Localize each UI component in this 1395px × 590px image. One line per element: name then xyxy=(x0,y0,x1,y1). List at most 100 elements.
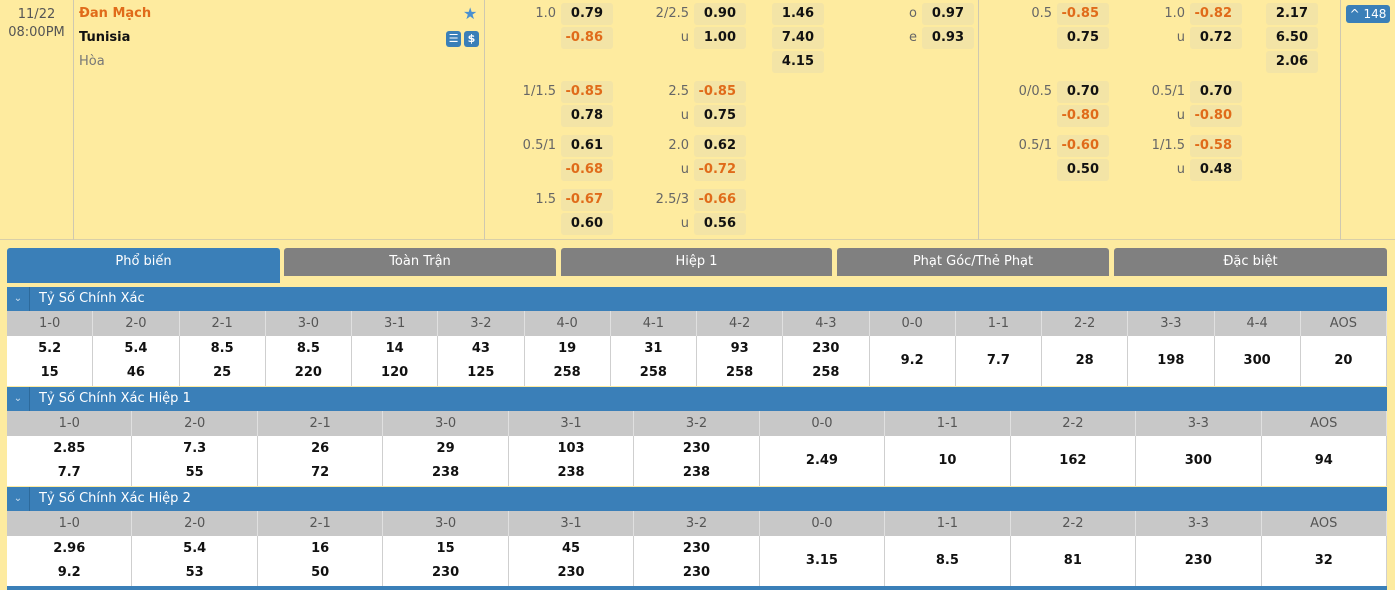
score-odds-value[interactable]: 25 xyxy=(213,365,232,380)
score-odds-value[interactable]: 93 xyxy=(730,341,749,356)
tab-1[interactable]: Toàn Trận xyxy=(284,248,556,276)
odds-value-button[interactable]: 0.60 xyxy=(561,213,613,235)
score-odds-value[interactable]: 230 xyxy=(682,565,711,580)
odds-value-button[interactable]: 0.93 xyxy=(922,27,974,49)
score-odds-value[interactable]: 300 xyxy=(1243,353,1271,368)
dollar-icon[interactable]: $ xyxy=(464,31,479,47)
score-odds-value[interactable]: 258 xyxy=(639,365,667,380)
more-markets-button[interactable]: ^ 148 xyxy=(1346,5,1390,23)
score-odds-value[interactable]: 103 xyxy=(557,441,585,456)
score-odds-value[interactable]: 230 xyxy=(557,565,585,580)
tab-4[interactable]: Đặc biệt xyxy=(1114,248,1387,276)
odds-value-button[interactable]: 0.50 xyxy=(1057,159,1109,181)
odds-value-button[interactable]: 0.97 xyxy=(922,3,974,25)
odds-value-button[interactable]: 0.70 xyxy=(1190,81,1242,103)
score-odds-value[interactable]: 230 xyxy=(432,565,460,580)
odds-value-button[interactable]: 0.72 xyxy=(1190,27,1242,49)
score-odds-value[interactable]: 53 xyxy=(185,565,204,580)
score-odds-value[interactable]: 14 xyxy=(385,341,404,356)
score-odds-value[interactable]: 20 xyxy=(1334,353,1353,368)
score-odds-value[interactable]: 7.7 xyxy=(57,465,81,480)
score-odds-value[interactable]: 9.2 xyxy=(57,565,81,580)
odds-value-button[interactable]: 2.06 xyxy=(1266,51,1318,73)
odds-value-button[interactable]: -0.85 xyxy=(561,81,613,103)
score-odds-value[interactable]: 8.5 xyxy=(210,341,234,356)
odds-value-button[interactable]: 0.62 xyxy=(694,135,746,157)
odds-value-button[interactable]: 0.56 xyxy=(694,213,746,235)
chevron-down-icon[interactable]: ⌄ xyxy=(7,387,30,411)
score-odds-value[interactable]: 120 xyxy=(381,365,409,380)
odds-value-button[interactable]: 1.46 xyxy=(772,3,824,25)
tab-3[interactable]: Phạt Góc/Thẻ Phạt xyxy=(837,248,1109,276)
score-odds-value[interactable]: 300 xyxy=(1184,453,1212,468)
score-odds-value[interactable]: 3.15 xyxy=(805,553,838,568)
score-odds-value[interactable]: 2.49 xyxy=(805,453,838,468)
away-team[interactable]: Tunisia xyxy=(79,30,131,45)
chevron-down-icon[interactable]: ⌄ xyxy=(7,287,30,311)
tab-2[interactable]: Hiệp 1 xyxy=(561,248,832,276)
score-odds-value[interactable]: 2.96 xyxy=(53,541,86,556)
score-odds-value[interactable]: 230 xyxy=(682,541,711,556)
score-odds-value[interactable]: 32 xyxy=(1314,553,1333,568)
score-odds-value[interactable]: 72 xyxy=(311,465,330,480)
odds-value-button[interactable]: -0.66 xyxy=(694,189,746,211)
odds-value-button[interactable]: -0.80 xyxy=(1190,105,1242,127)
odds-value-button[interactable]: 0.90 xyxy=(694,3,746,25)
odds-value-button[interactable]: 2.17 xyxy=(1266,3,1318,25)
star-icon[interactable]: ★ xyxy=(463,4,478,23)
section-header[interactable]: ⌄ Tỷ Số Chính Xác Hiệp 1 xyxy=(7,387,1387,411)
score-odds-value[interactable]: 230 xyxy=(682,441,711,456)
odds-value-button[interactable]: 6.50 xyxy=(1266,27,1318,49)
odds-value-button[interactable]: 0.75 xyxy=(1057,27,1109,49)
odds-value-button[interactable]: 0.70 xyxy=(1057,81,1109,103)
score-odds-value[interactable]: 29 xyxy=(436,441,455,456)
score-odds-value[interactable]: 125 xyxy=(467,365,495,380)
odds-value-button[interactable]: -0.85 xyxy=(1057,3,1109,25)
score-odds-value[interactable]: 258 xyxy=(726,365,754,380)
score-odds-value[interactable]: 43 xyxy=(471,341,490,356)
score-odds-value[interactable]: 5.4 xyxy=(183,541,207,556)
score-odds-value[interactable]: 162 xyxy=(1059,453,1087,468)
score-odds-value[interactable]: 5.2 xyxy=(38,341,62,356)
score-odds-value[interactable]: 19 xyxy=(558,341,577,356)
odds-value-button[interactable]: 4.15 xyxy=(772,51,824,73)
score-odds-value[interactable]: 8.5 xyxy=(296,341,320,356)
score-odds-value[interactable]: 15 xyxy=(436,541,455,556)
odds-value-button[interactable]: -0.80 xyxy=(1057,105,1109,127)
score-odds-value[interactable]: 26 xyxy=(311,441,330,456)
score-odds-value[interactable]: 8.5 xyxy=(935,553,959,568)
score-odds-value[interactable]: 258 xyxy=(553,365,581,380)
odds-value-button[interactable]: -0.86 xyxy=(561,27,613,49)
score-odds-value[interactable]: 2.85 xyxy=(53,441,86,456)
score-odds-value[interactable]: 220 xyxy=(294,365,322,380)
score-odds-value[interactable]: 94 xyxy=(1314,453,1333,468)
score-odds-value[interactable]: 238 xyxy=(432,465,460,480)
score-odds-value[interactable]: 16 xyxy=(311,541,330,556)
odds-value-button[interactable]: -0.60 xyxy=(1057,135,1109,157)
odds-value-button[interactable]: -0.85 xyxy=(694,81,746,103)
score-odds-value[interactable]: 230 xyxy=(1184,553,1212,568)
score-odds-value[interactable]: 10 xyxy=(938,453,957,468)
tab-0[interactable]: Phổ biến xyxy=(7,248,280,283)
score-odds-value[interactable]: 198 xyxy=(1157,353,1185,368)
odds-value-button[interactable]: -0.72 xyxy=(694,159,746,181)
odds-value-button[interactable]: -0.82 xyxy=(1190,3,1242,25)
score-odds-value[interactable]: 7.7 xyxy=(986,353,1010,368)
section-header[interactable]: ⌄ Tỷ Số Chính Xác xyxy=(7,287,1387,311)
stats-icon[interactable]: ☰ xyxy=(446,31,461,47)
score-odds-value[interactable]: 230 xyxy=(812,341,840,356)
score-odds-value[interactable]: 9.2 xyxy=(900,353,924,368)
chevron-down-icon[interactable]: ⌄ xyxy=(7,487,30,511)
section-header[interactable]: ⌄ Tỷ Số Chính Xác Hiệp 2 xyxy=(7,487,1387,511)
odds-value-button[interactable]: -0.68 xyxy=(561,159,613,181)
odds-value-button[interactable]: -0.67 xyxy=(561,189,613,211)
score-odds-value[interactable]: 81 xyxy=(1063,553,1082,568)
odds-value-button[interactable]: 0.78 xyxy=(561,105,613,127)
odds-value-button[interactable]: 1.00 xyxy=(694,27,746,49)
score-odds-value[interactable]: 7.3 xyxy=(183,441,207,456)
score-odds-value[interactable]: 238 xyxy=(682,465,711,480)
score-odds-value[interactable]: 28 xyxy=(1075,353,1094,368)
odds-value-button[interactable]: 0.79 xyxy=(561,3,613,25)
home-team[interactable]: Đan Mạch xyxy=(79,6,152,21)
score-odds-value[interactable]: 238 xyxy=(557,465,585,480)
